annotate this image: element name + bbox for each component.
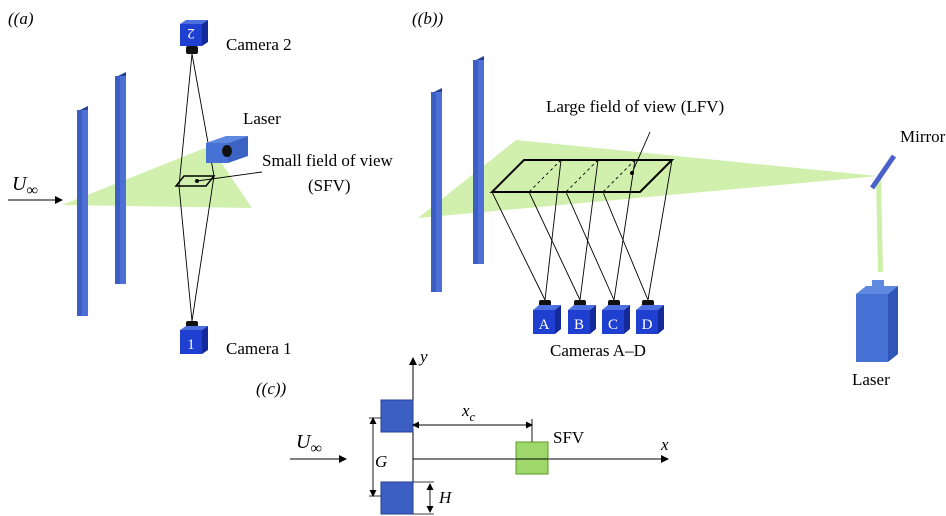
camera-1-label: Camera 1 — [226, 339, 292, 358]
camera-1-id: 1 — [187, 337, 195, 353]
plate-bottom-section — [380, 481, 414, 515]
sfv-box — [515, 441, 549, 475]
plate-front-b — [431, 88, 442, 292]
camera-b-id: B — [574, 317, 584, 333]
sfv-label-line2: (SFV) — [308, 176, 351, 195]
y-axis-label: y — [418, 347, 428, 366]
camera-d-id: D — [642, 317, 653, 333]
mirror — [869, 154, 897, 190]
laser-beam-b — [876, 178, 883, 272]
sfv-leader-a — [196, 171, 263, 182]
camera-b: B — [568, 300, 596, 334]
camera-sight-lines-b — [491, 159, 673, 301]
laser-label-b: Laser — [852, 370, 890, 389]
freestream-label-c: U∞ — [296, 431, 322, 457]
sfv-label-c: SFV — [553, 428, 585, 447]
lfv-region — [489, 159, 675, 193]
laser-sheet-a — [62, 146, 252, 208]
plate-back-a — [115, 72, 126, 284]
cameras-label: Cameras A–D — [550, 341, 646, 360]
laser-sheet-b — [418, 140, 878, 218]
panel-c: ((c)) y x G H xc SFV U∞ — [256, 347, 669, 515]
camera-1: 1 — [180, 321, 208, 354]
lfv-label: Large field of view (LFV) — [546, 97, 724, 116]
xc-label: xc — [461, 401, 476, 424]
laser-a — [206, 136, 248, 163]
camera-c-id: C — [608, 317, 618, 333]
camera-d: D — [636, 300, 664, 334]
panel-b: ((b)) Large field of view (LFV) — [412, 9, 946, 389]
camera-c: C — [602, 300, 630, 334]
sfv-region-a — [174, 175, 216, 187]
camera-a-id: A — [539, 317, 550, 333]
panel-a: ((a) U∞ 2 Camera 2 — [8, 9, 394, 358]
lfv-subdivisions — [528, 159, 636, 193]
x-axis-label: x — [660, 435, 669, 454]
panel-c-label: ((c)) — [256, 379, 287, 398]
panel-b-label: ((b)) — [412, 9, 444, 28]
plate-back-b — [473, 56, 484, 264]
sfv-label-line1: Small field of view — [262, 151, 394, 170]
laser-b — [856, 280, 898, 362]
camera-a: A — [533, 300, 561, 334]
camera-2-id: 2 — [187, 25, 195, 41]
camera-2: 2 — [180, 20, 208, 54]
laser-label-a: Laser — [243, 109, 281, 128]
lfv-leader — [631, 131, 651, 174]
height-label: H — [438, 488, 453, 507]
camera-2-label: Camera 2 — [226, 35, 292, 54]
panel-a-label: ((a) — [8, 9, 34, 28]
gap-label: G — [375, 452, 387, 471]
freestream-label-a: U∞ — [12, 173, 38, 199]
plate-front-a — [77, 106, 88, 316]
mirror-label: Mirror — [900, 127, 946, 146]
plate-top-section — [380, 399, 414, 433]
